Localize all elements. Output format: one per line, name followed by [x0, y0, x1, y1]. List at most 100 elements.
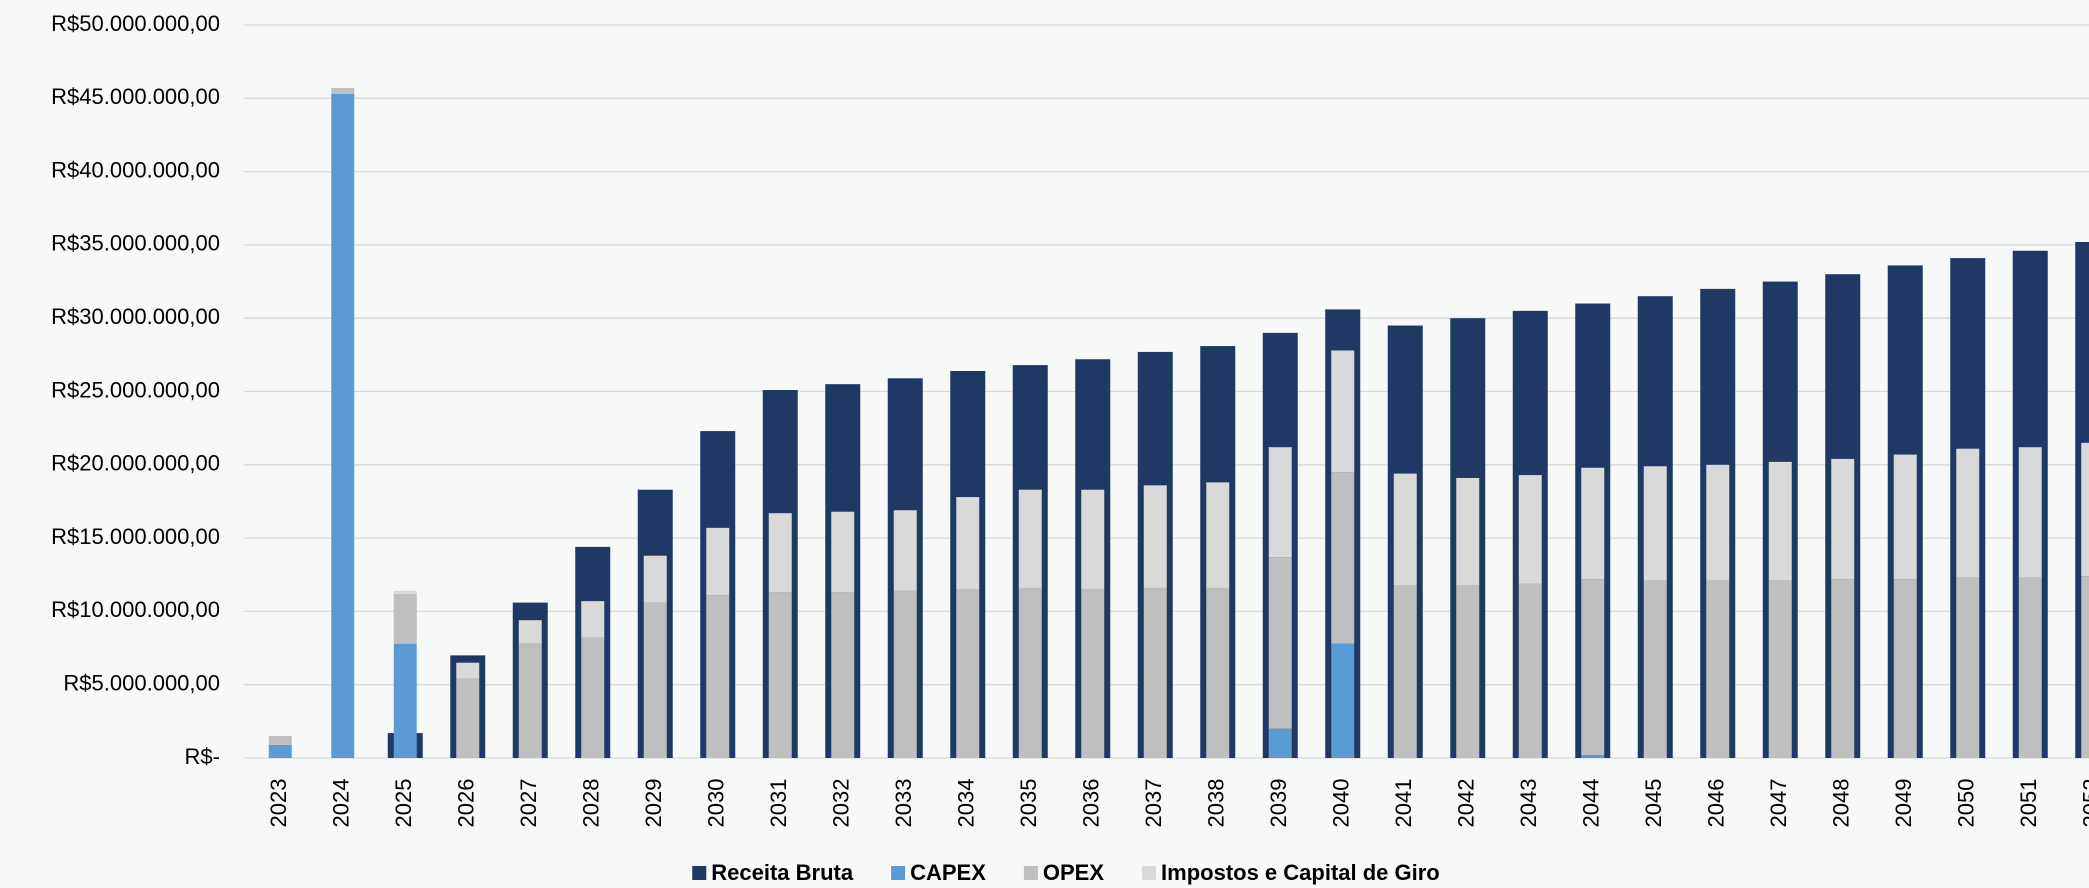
legend-label: Receita Bruta — [711, 860, 854, 885]
legend-swatch — [1142, 866, 1157, 880]
y-tick-label: R$45.000.000,00 — [51, 84, 220, 109]
cost-bar — [643, 602, 667, 758]
cost-bar — [893, 510, 917, 591]
cost-bar — [2018, 447, 2042, 578]
x-tick-label: 2039 — [1266, 779, 1291, 828]
cost-bar — [956, 589, 980, 758]
cost-bar — [518, 620, 542, 644]
cost-bar — [1393, 473, 1417, 586]
cost-bar — [1956, 577, 1980, 758]
x-tick-label: 2030 — [704, 779, 729, 828]
x-tick-label: 2028 — [579, 779, 604, 828]
cost-bar — [1706, 580, 1730, 758]
x-tick-label: 2033 — [891, 779, 916, 828]
cost-bar — [2081, 442, 2089, 577]
x-tick-label: 2037 — [1141, 779, 1166, 828]
cost-bar — [1018, 587, 1042, 758]
x-tick-label: 2027 — [516, 779, 541, 828]
y-tick-label: R$25.000.000,00 — [51, 377, 220, 402]
x-tick-label: 2035 — [1016, 779, 1041, 828]
cost-bar — [1331, 472, 1355, 644]
x-tick-label: 2047 — [1766, 779, 1791, 828]
x-tick-label: 2036 — [1079, 779, 1104, 828]
x-tick-label: 2032 — [829, 779, 854, 828]
y-tick-label: R$20.000.000,00 — [51, 451, 220, 476]
y-tick-label: R$5.000.000,00 — [63, 671, 220, 696]
legend-swatch — [891, 866, 906, 880]
x-tick-label: 2049 — [1891, 779, 1916, 828]
cost-bar — [456, 678, 480, 758]
x-tick-label: 2052 — [2079, 779, 2089, 828]
cost-bar — [2081, 576, 2089, 758]
y-tick-label: R$10.000.000,00 — [51, 597, 220, 622]
x-tick-label: 2051 — [2016, 779, 2041, 828]
x-tick-label: 2040 — [1329, 779, 1354, 828]
cost-bar — [706, 595, 730, 758]
cost-bar — [1831, 579, 1855, 758]
cost-bar — [1268, 728, 1292, 758]
y-tick-label: R$30.000.000,00 — [51, 304, 220, 329]
x-tick-label: 2024 — [329, 779, 354, 828]
cost-bar — [893, 590, 917, 758]
cost-bar — [1518, 475, 1542, 584]
cost-bar — [643, 555, 667, 603]
cost-bar — [1081, 589, 1105, 758]
x-tick-label: 2041 — [1391, 779, 1416, 828]
cost-bar — [768, 513, 792, 593]
cost-bar — [1956, 448, 1980, 578]
cost-bar — [1331, 643, 1355, 758]
cost-bar — [268, 736, 292, 745]
x-tick-label: 2034 — [954, 779, 979, 828]
cost-bar — [393, 643, 417, 758]
cost-bar — [1643, 466, 1667, 581]
y-tick-label: R$40.000.000,00 — [51, 157, 220, 182]
legend-swatch — [1023, 866, 1038, 880]
cost-bar — [1581, 755, 1605, 758]
cost-bar — [393, 590, 417, 594]
legend-label: Impostos e Capital de Giro — [1161, 860, 1440, 885]
cost-bar — [706, 527, 730, 596]
cost-bar — [331, 88, 355, 94]
y-tick-label: R$- — [185, 744, 220, 769]
x-tick-label: 2023 — [266, 779, 291, 828]
cost-bar — [1643, 580, 1667, 758]
cost-bar — [956, 497, 980, 590]
x-tick-label: 2042 — [1454, 779, 1479, 828]
cost-bar — [1893, 579, 1917, 758]
cost-bar — [456, 662, 480, 679]
x-tick-label: 2029 — [641, 779, 666, 828]
y-tick-label: R$35.000.000,00 — [51, 231, 220, 256]
cost-bar — [1143, 587, 1167, 758]
cost-bar — [518, 643, 542, 758]
cost-bar — [1518, 583, 1542, 758]
cost-bar — [1768, 580, 1792, 758]
x-tick-label: 2038 — [1204, 779, 1229, 828]
y-tick-label: R$50.000.000,00 — [51, 11, 220, 36]
x-tick-label: 2050 — [1954, 779, 1979, 828]
cost-bar — [1268, 447, 1292, 558]
cost-bar — [1893, 454, 1917, 580]
cost-bar — [1706, 464, 1730, 581]
cost-bar — [268, 744, 292, 758]
cost-bar — [768, 592, 792, 758]
x-tick-label: 2048 — [1829, 779, 1854, 828]
cost-bar — [1831, 458, 1855, 580]
x-tick-label: 2044 — [1579, 779, 1604, 828]
cost-bar — [1581, 579, 1605, 756]
cost-bar — [1768, 461, 1792, 581]
cost-bar — [1331, 350, 1355, 473]
cost-bar — [2018, 577, 2042, 758]
legend: Receita Bruta CAPEX OPEX Impostos e Capital… — [692, 860, 1440, 885]
x-tick-label: 2043 — [1516, 779, 1541, 828]
legend-label: CAPEX — [910, 860, 986, 885]
cost-bar — [1081, 489, 1105, 590]
cost-bar — [1206, 482, 1230, 588]
cost-bar — [831, 592, 855, 758]
cost-bar — [1018, 489, 1042, 588]
cost-bar — [831, 511, 855, 593]
x-tick-label: 2031 — [766, 779, 791, 828]
x-tick-label: 2025 — [391, 779, 416, 828]
x-tick-label: 2046 — [1704, 779, 1729, 828]
